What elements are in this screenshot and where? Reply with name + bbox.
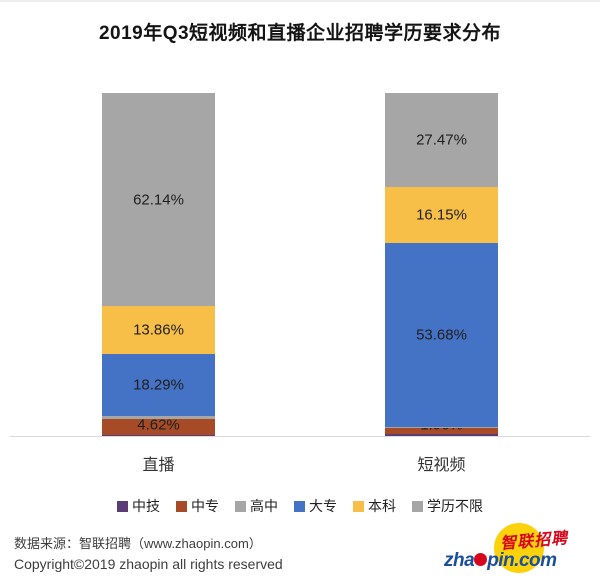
bar-segment [102, 416, 215, 419]
bar-segment [385, 187, 498, 243]
data-label: 62.14% [133, 191, 184, 209]
logo-sun-circle-icon [494, 523, 544, 573]
legend-label: 中技 [132, 498, 160, 514]
bar-segment [385, 433, 498, 436]
legend-label: 学历不限 [427, 498, 483, 514]
legend-swatch-icon [235, 500, 246, 512]
bar-segment [102, 306, 215, 354]
bar-segment [102, 434, 215, 436]
x-axis-line [10, 436, 590, 437]
logo-red-dot-icon [474, 553, 488, 566]
copyright-note: Copyright©2019 zhaopin all rights reserv… [14, 556, 283, 572]
legend-item: 中专 [176, 496, 219, 516]
data-source-note: 数据来源：智联招聘（www.zhaopin.com） [14, 536, 262, 551]
legend-item: 高中 [235, 496, 278, 516]
category-label: 短视频 [417, 457, 466, 474]
data-label: 27.47% [416, 131, 467, 149]
logo-domain-prefix: zha [444, 550, 475, 571]
legend-swatch-icon [117, 500, 128, 512]
bar-segment [102, 353, 215, 417]
legend-swatch-icon [294, 500, 305, 512]
data-label: 18.29% [133, 376, 184, 394]
chart-legend: 中技 中专 高中 大专 本科 学历不限 [0, 496, 600, 516]
bar-segment [102, 93, 215, 307]
data-label: 16.15% [416, 206, 467, 224]
legend-item: 本科 [353, 496, 396, 516]
data-label: 53.68% [416, 326, 467, 344]
logo-domain-suffix: pin.com [487, 550, 557, 571]
stacked-bar-0: 0.43%4.62%18.29%13.86%62.14% [102, 93, 215, 436]
stacked-bar-1: 0.59%1.96%53.68%16.15%27.47% [385, 93, 498, 436]
legend-swatch-icon [353, 500, 364, 512]
legend-item: 大专 [294, 496, 337, 516]
category-label: 直播 [142, 457, 175, 474]
legend-label: 本科 [368, 498, 396, 514]
legend-label: 高中 [250, 498, 278, 514]
legend-item: 学历不限 [412, 496, 483, 516]
bar-segment [385, 93, 498, 188]
legend-swatch-icon [176, 500, 187, 512]
legend-item: 中技 [117, 496, 160, 516]
legend-label: 中专 [191, 498, 219, 514]
bar-segment [385, 427, 498, 434]
data-label: 13.86% [133, 321, 184, 339]
bar-segment [385, 242, 498, 427]
logo-domain-text: zha pin.com [444, 550, 557, 572]
zhaopin-logo: 智联招聘 zha pin.com [440, 520, 592, 580]
bar-segment [385, 426, 498, 428]
legend-swatch-icon [412, 500, 423, 512]
bar-segment [102, 418, 215, 435]
legend-label: 大专 [309, 498, 337, 514]
chart-title: 2019年Q3短视频和直播企业招聘学历要求分布 [98, 23, 502, 44]
data-label: 4.62% [137, 416, 180, 434]
